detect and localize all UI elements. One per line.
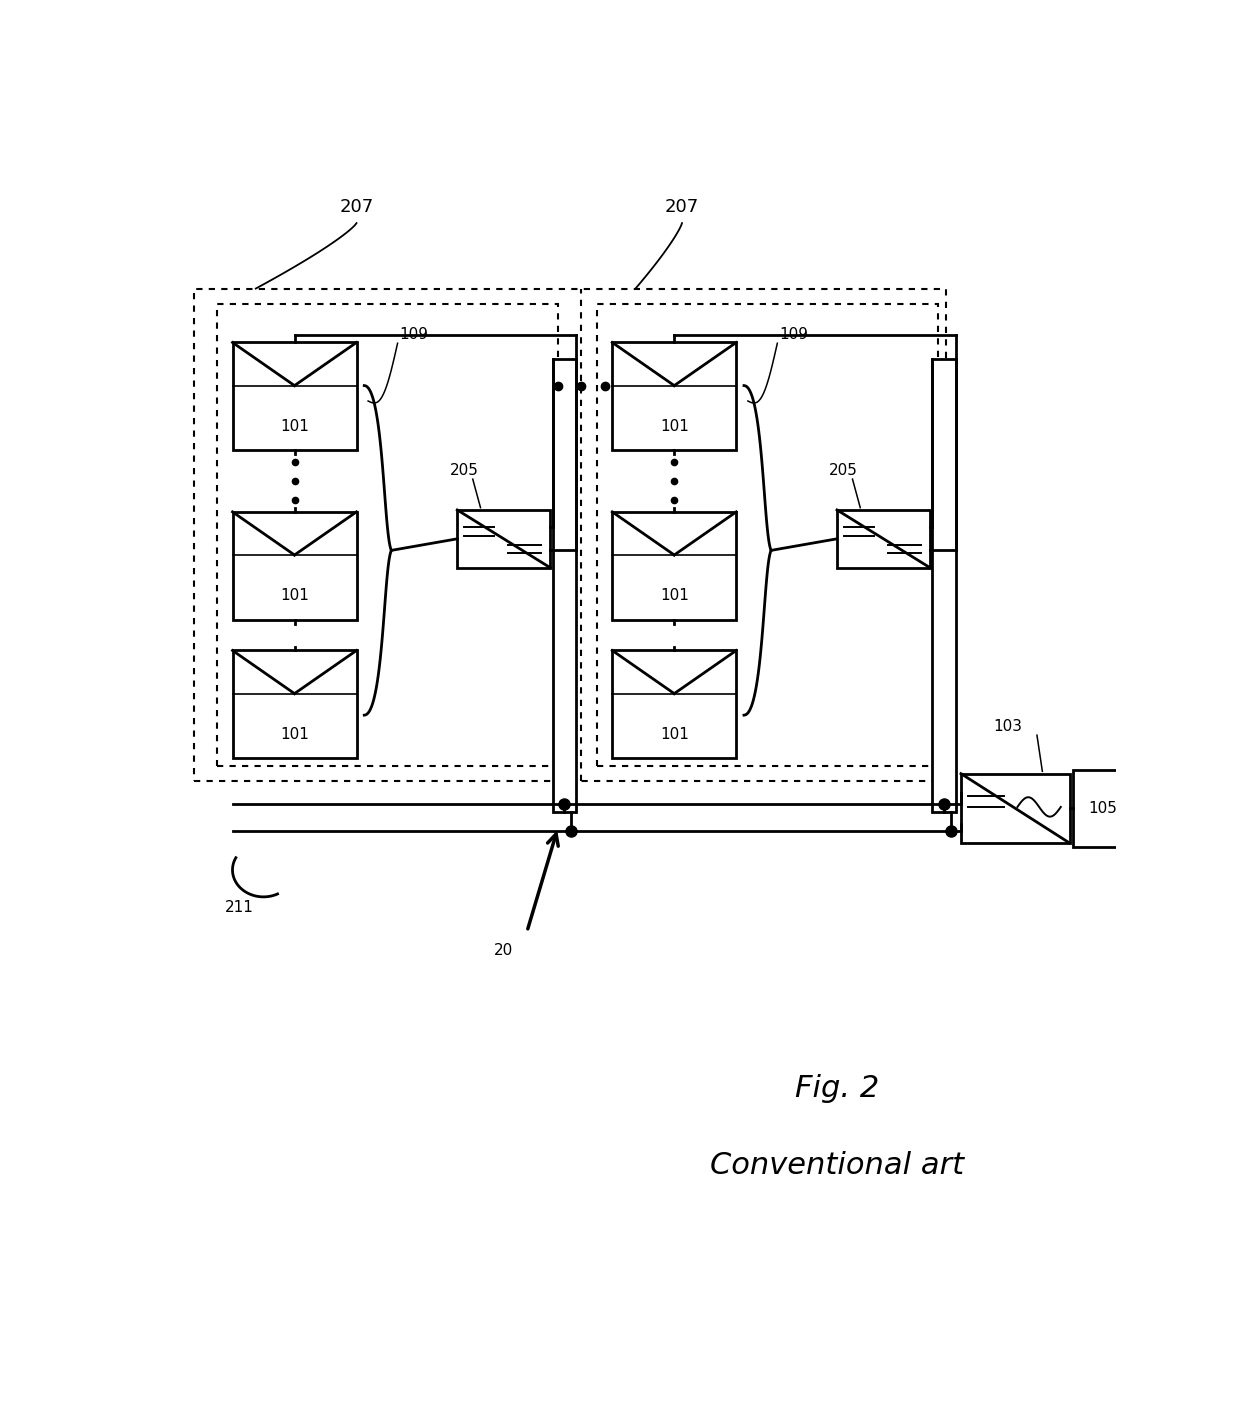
Text: 205: 205 bbox=[449, 464, 479, 478]
Bar bbox=[233, 512, 357, 619]
Bar bbox=[596, 305, 937, 766]
Text: 109: 109 bbox=[779, 327, 808, 343]
Text: 207: 207 bbox=[340, 198, 373, 215]
Text: 101: 101 bbox=[280, 418, 309, 434]
Bar bbox=[613, 650, 737, 758]
Bar bbox=[233, 650, 357, 758]
Text: 101: 101 bbox=[280, 727, 309, 741]
Bar bbox=[217, 305, 558, 766]
Bar bbox=[1074, 770, 1131, 847]
Bar bbox=[233, 343, 357, 450]
Text: 101: 101 bbox=[660, 589, 688, 603]
Text: Conventional art: Conventional art bbox=[711, 1151, 963, 1180]
Bar bbox=[932, 359, 956, 813]
Bar bbox=[613, 343, 737, 450]
Bar bbox=[458, 509, 551, 568]
Text: Fig. 2: Fig. 2 bbox=[795, 1074, 879, 1103]
Bar bbox=[961, 774, 1069, 842]
Text: 101: 101 bbox=[280, 589, 309, 603]
Bar bbox=[837, 509, 930, 568]
Bar bbox=[553, 359, 575, 813]
Text: 211: 211 bbox=[224, 901, 254, 915]
Text: 105: 105 bbox=[1087, 801, 1117, 815]
Text: 101: 101 bbox=[660, 727, 688, 741]
Bar bbox=[193, 289, 945, 781]
Text: 101: 101 bbox=[660, 418, 688, 434]
Text: 205: 205 bbox=[830, 464, 858, 478]
Text: 20: 20 bbox=[494, 942, 513, 958]
Text: 109: 109 bbox=[399, 327, 428, 343]
Text: 103: 103 bbox=[993, 719, 1023, 734]
Bar bbox=[613, 512, 737, 619]
Text: 207: 207 bbox=[665, 198, 699, 215]
